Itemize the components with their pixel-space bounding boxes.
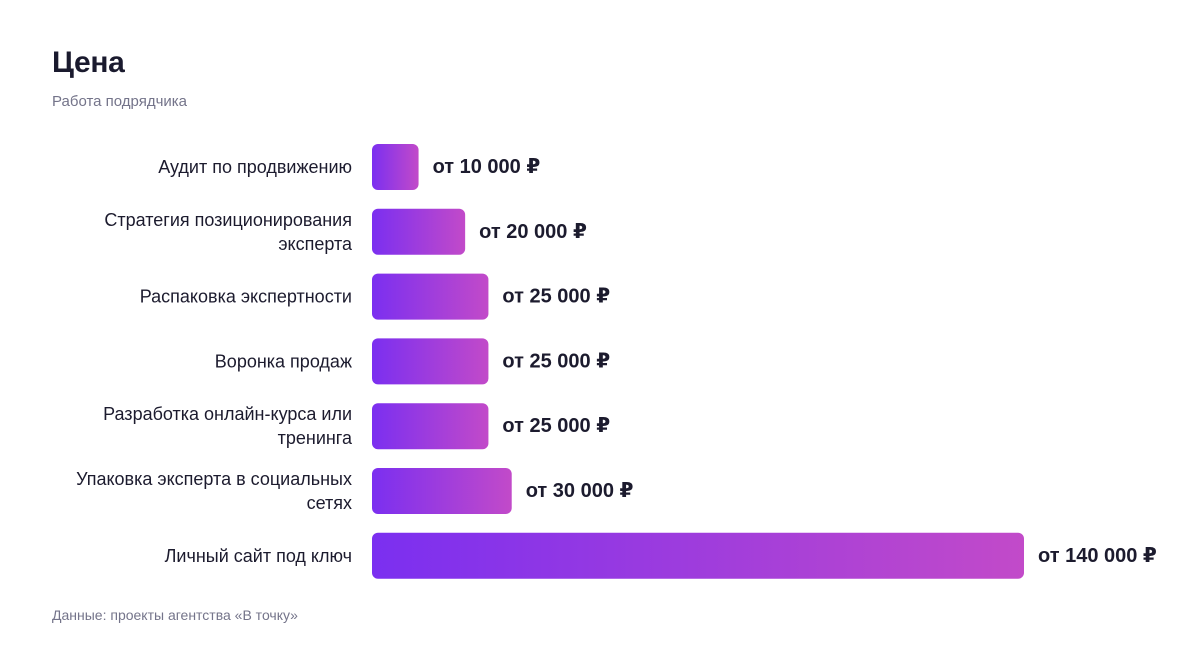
category-label: Аудит по продвижению — [158, 157, 352, 177]
category-label-line: Разработка онлайн-курса или — [103, 404, 352, 424]
bar — [372, 338, 489, 385]
category-label-line: Стратегия позиционирования — [104, 210, 352, 230]
value-label: от 10 000 ₽ — [433, 156, 541, 178]
category-label: Разработка онлайн-курса или тренинга — [103, 404, 353, 448]
bar — [372, 144, 419, 190]
bar — [372, 403, 489, 450]
category-label: Стратегия позиционирования эксперта — [104, 210, 353, 254]
bar — [372, 532, 1024, 579]
category-label: Распаковка экспертности — [140, 287, 352, 307]
category-label-line: эксперта — [278, 234, 353, 254]
category-label: Личный сайт под ключ — [165, 546, 352, 566]
bar — [372, 208, 466, 255]
bar — [372, 273, 489, 320]
category-label-line: Упаковка эксперта в социальных — [76, 469, 352, 489]
category-label-line: Личный сайт под ключ — [165, 546, 352, 566]
value-label: от 30 000 ₽ — [526, 480, 634, 502]
category-label: Воронка продаж — [215, 351, 352, 371]
chart-title: Цена — [52, 46, 125, 79]
chart-subtitle: Работа подрядчика — [52, 93, 188, 110]
value-label: от 20 000 ₽ — [479, 221, 587, 243]
category-label-line: Аудит по продвижению — [158, 157, 352, 177]
category-label-line: Распаковка экспертности — [140, 287, 352, 307]
bar — [372, 468, 512, 514]
data-source-note: Данные: проекты агентства «В точку» — [52, 607, 298, 623]
category-label: Упаковка эксперта в социальных сетях — [76, 469, 352, 513]
category-label-line: Воронка продаж — [215, 351, 352, 371]
value-label: от 140 000 ₽ — [1038, 545, 1157, 567]
value-label: от 25 000 ₽ — [502, 286, 610, 308]
value-label: от 25 000 ₽ — [502, 415, 610, 437]
category-label-line: тренинга — [278, 428, 353, 448]
value-label: от 25 000 ₽ — [502, 350, 610, 372]
category-label-line: сетях — [307, 493, 352, 513]
